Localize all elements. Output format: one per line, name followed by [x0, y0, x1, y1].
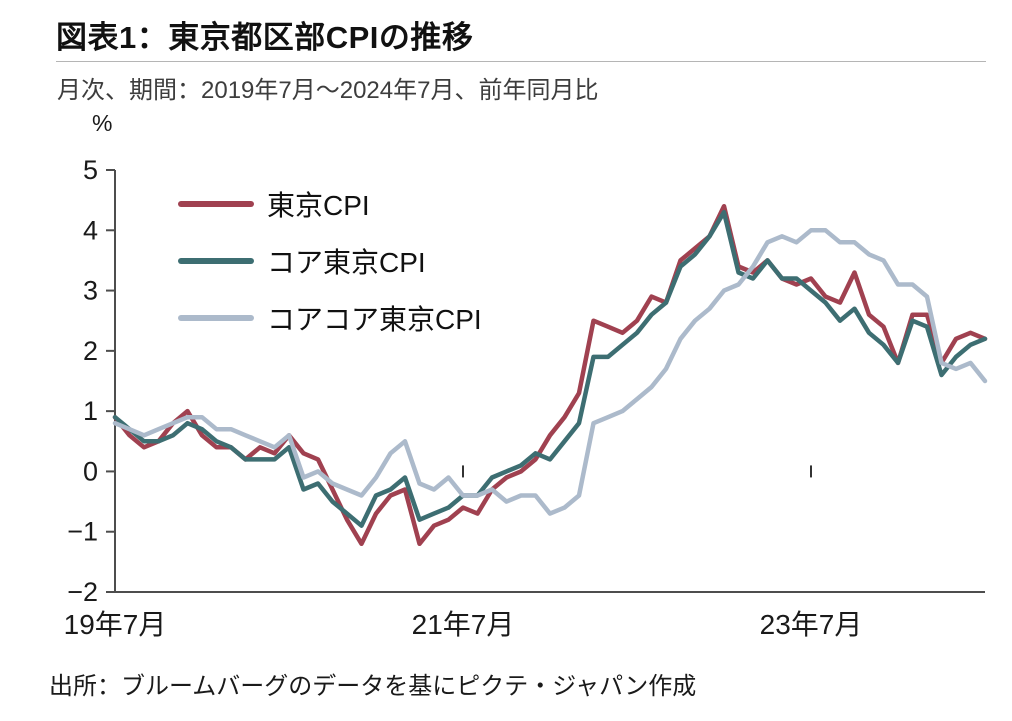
legend-item-core-tokyo-cpi: コア東京CPI	[178, 243, 482, 278]
y-tick-label: 2	[83, 336, 98, 366]
chart-subtitle: 月次、期間：2019年7月～2024年7月、前年同月比	[57, 77, 599, 104]
legend-label-core-tokyo-cpi: コア東京CPI	[267, 246, 426, 278]
series-line-2	[112, 228, 988, 516]
series-line-1	[112, 209, 988, 528]
y-tick-label: 5	[83, 155, 98, 185]
legend-item-tokyo-cpi: 東京CPI	[178, 186, 482, 221]
y-tick-label: 3	[83, 276, 98, 306]
legend-swatch-corecore-tokyo-cpi-icon	[178, 314, 254, 321]
x-tick-label: 23年7月	[760, 609, 863, 640]
x-tick-label: 21年7月	[412, 609, 515, 640]
legend-swatch-core-tokyo-cpi-icon	[178, 257, 254, 264]
y-axis-unit-label: %	[92, 110, 113, 136]
y-tick-label: −2	[67, 577, 98, 607]
y-tick-label: −1	[67, 517, 98, 547]
y-tick-label: 1	[83, 396, 98, 426]
legend-item-corecore-tokyo-cpi: コアコア東京CPI	[178, 300, 482, 335]
x-tick-label: 19年7月	[64, 609, 167, 640]
page-title: 図表1：東京都区部CPIの推移	[56, 20, 474, 55]
legend-label-tokyo-cpi: 東京CPI	[267, 189, 370, 221]
source-note: 出所：ブルームバーグのデータを基にピクテ・ジャパン作成	[49, 673, 697, 700]
y-tick-label: 0	[83, 456, 98, 486]
series-line-0	[112, 203, 988, 547]
header-divider	[56, 61, 986, 62]
legend-label-corecore-tokyo-cpi: コアコア東京CPI	[267, 303, 482, 335]
legend-swatch-tokyo-cpi-icon	[178, 200, 254, 207]
chart-legend: 東京CPI コア東京CPI コアコア東京CPI	[178, 186, 482, 357]
y-tick-label: 4	[83, 215, 98, 245]
